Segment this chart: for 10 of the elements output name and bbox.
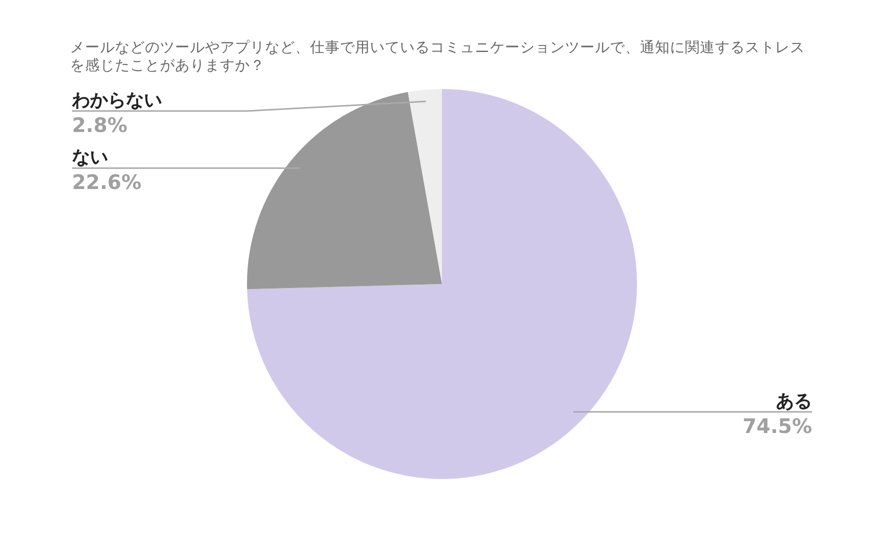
slice-label: ない [72,147,108,168]
pie-slice [408,89,442,284]
chart-title: メールなどのツールやアプリなど、仕事で用いているコミュニケーションツールで、通知に関連するストレスを感じたことがありますか？ [70,39,805,74]
pie-slice [247,92,442,290]
slice-label: わからない [71,90,162,111]
pie-slice [247,89,637,479]
data-label: 22.6% [72,170,142,194]
data-label: 2.8% [72,113,128,137]
slice-label: ある [776,390,812,412]
data-label: 74.5% [742,414,812,438]
